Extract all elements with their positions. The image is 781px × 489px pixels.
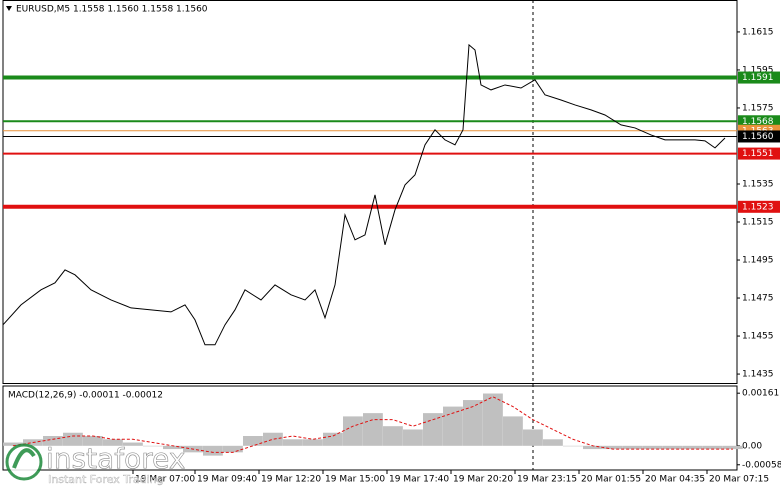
macd-bar	[383, 426, 403, 446]
macd-bar	[503, 416, 523, 446]
level-tag-box	[738, 147, 780, 160]
y-tick-label: 1.1595	[742, 65, 774, 75]
macd-bar	[623, 445, 643, 450]
watermark: instaforex Instant Forex Trading	[5, 442, 186, 486]
y-tick-label: 1.1535	[742, 179, 774, 189]
macd-bar	[43, 436, 63, 446]
level-tag-box	[738, 200, 780, 213]
macd-panel	[2, 385, 738, 471]
macd-bar	[3, 442, 23, 446]
macd-bar	[223, 445, 243, 453]
level-tag-label: 1.1568	[742, 117, 774, 127]
macd-bar	[683, 445, 703, 450]
x-tick-label: 19 Mar 12:20	[261, 475, 321, 485]
macd-bar	[723, 445, 743, 450]
level-tag-box	[738, 115, 780, 128]
x-tick-label: 20 Mar 07:15	[709, 475, 769, 485]
level-tag: 1.1560	[738, 130, 780, 143]
x-tick-label: 19 Mar 20:20	[453, 475, 513, 485]
title-arrow	[6, 6, 12, 11]
signal-line	[12, 396, 733, 453]
macd-bar	[563, 445, 583, 447]
macd-bar	[443, 406, 463, 446]
level-tag: 1.1568	[738, 115, 780, 128]
macd-bar	[323, 432, 343, 446]
macd-bar	[643, 445, 663, 450]
level-tag-label: 1.1591	[742, 73, 774, 83]
macd-bar	[483, 393, 503, 446]
level-tag-label: 1.1523	[742, 202, 774, 212]
macd-bar	[263, 432, 283, 446]
x-tick-label: 19 Mar 09:40	[197, 475, 257, 485]
level-tag: 1.1523	[738, 200, 780, 213]
macd-bar	[583, 445, 603, 450]
macd-title: MACD(12,26,9) -0.00011 -0.00012	[8, 391, 163, 401]
macd-bar	[603, 445, 623, 450]
logo-swoosh	[12, 448, 36, 469]
macd-bar	[303, 439, 323, 446]
macd-bar	[463, 400, 483, 446]
y-tick-label: 1.1575	[742, 103, 774, 113]
level-tag: 1.1551	[738, 147, 780, 160]
x-tick-label: 20 Mar 01:55	[581, 475, 641, 485]
macd-bar	[523, 429, 543, 446]
chart-title: EURUSD,M5 1.1558 1.1560 1.1558 1.1560	[16, 5, 208, 15]
x-tick-label: 19 Mar 23:15	[517, 475, 577, 485]
level-tag-box	[738, 71, 780, 84]
price-panel	[2, 0, 738, 384]
macd-bar	[363, 413, 383, 446]
macd-bar	[343, 416, 363, 446]
macd-bar	[103, 439, 123, 446]
y-tick-label: 1.1515	[742, 218, 774, 228]
macd-bar	[423, 413, 443, 446]
macd-bar	[83, 436, 103, 446]
x-tick-label: 19 Mar 17:40	[389, 475, 449, 485]
level-tag: 1.1591	[738, 71, 780, 84]
macd-bar	[203, 445, 223, 456]
macd-bar	[123, 442, 143, 446]
y-tick-label: 1.1615	[742, 27, 774, 37]
y-tick-label: 1.1475	[742, 294, 774, 304]
level-tag-box	[738, 130, 780, 143]
x-tick-label: 19 Mar 07:00	[135, 475, 195, 485]
y-tick-label: 0.00161	[742, 389, 779, 399]
macd-bar	[543, 439, 563, 446]
macd-bar	[143, 445, 163, 447]
macd-bar	[163, 445, 183, 450]
y-tick-label: 0.00	[742, 441, 762, 451]
x-tick-label: 19 Mar 15:00	[325, 475, 385, 485]
level-tag-label: 1.1551	[742, 149, 774, 159]
watermark-brand: instaforex	[46, 442, 185, 475]
y-tick-label: -0.00058	[742, 460, 781, 470]
macd-bar	[283, 439, 303, 446]
macd-bar	[403, 429, 423, 446]
y-tick-label: 1.1435	[742, 370, 774, 380]
x-tick-label: 20 Mar 04:35	[645, 475, 705, 485]
y-tick-label: 1.1495	[742, 256, 774, 266]
y-tick-label: 1.1455	[742, 332, 774, 342]
macd-bar	[243, 436, 263, 446]
macd-bar	[703, 445, 723, 450]
level-tag-label: 1.1560	[742, 132, 774, 142]
price-line	[2, 43, 726, 346]
watermark-tagline: Instant Forex Trading	[48, 473, 164, 486]
macd-bar	[663, 445, 683, 450]
